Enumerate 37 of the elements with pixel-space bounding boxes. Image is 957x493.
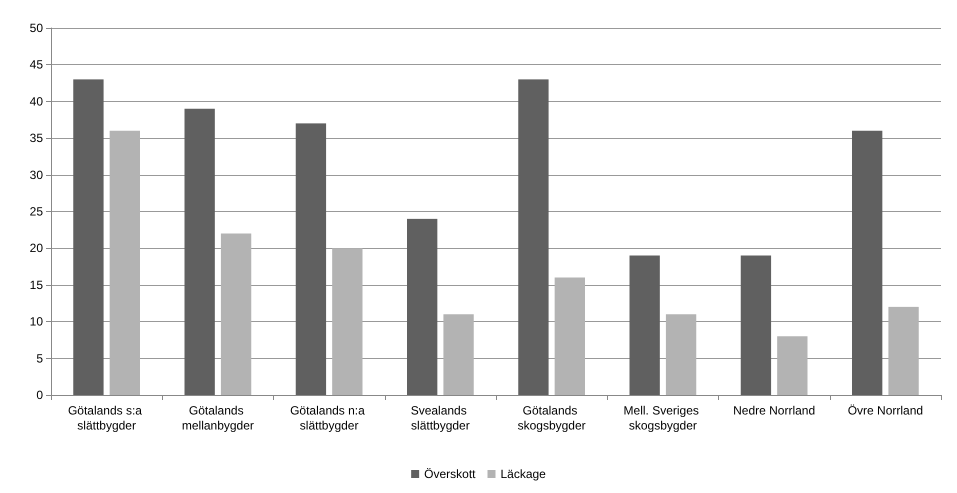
y-tick-label: 20 bbox=[30, 241, 44, 256]
bar bbox=[332, 248, 362, 395]
y-tick-label: 5 bbox=[36, 351, 44, 366]
bar bbox=[73, 79, 104, 395]
bar bbox=[518, 79, 549, 395]
y-tick-label: 30 bbox=[30, 168, 44, 182]
bar bbox=[296, 123, 326, 395]
y-tick-label: 10 bbox=[30, 314, 44, 329]
bar bbox=[443, 314, 474, 395]
x-tick-label: Götalands mellanbygder bbox=[182, 404, 254, 432]
legend-label: Läckage bbox=[500, 467, 546, 481]
x-tick-label: Övre Norrland bbox=[848, 404, 924, 418]
y-tick-label: 25 bbox=[30, 204, 44, 218]
x-tick-label: Mell. Sveriges skogsbygder bbox=[624, 404, 702, 432]
y-tick-label: 35 bbox=[30, 131, 44, 146]
y-tick-label: 0 bbox=[36, 388, 44, 402]
bar bbox=[740, 256, 772, 395]
bar bbox=[852, 130, 882, 395]
bar bbox=[666, 314, 696, 395]
bar bbox=[888, 306, 919, 395]
legend-label: Överskott bbox=[424, 467, 476, 481]
bar bbox=[630, 256, 660, 395]
bar bbox=[554, 278, 585, 395]
y-tick-label: 40 bbox=[30, 94, 44, 108]
x-tick-label: Svealands slättbygder bbox=[410, 404, 470, 432]
bar bbox=[777, 336, 808, 395]
y-tick-label: 15 bbox=[30, 278, 44, 292]
bar bbox=[407, 218, 438, 395]
y-tick-label: 50 bbox=[30, 21, 44, 35]
x-tick-label: Nedre Norrland bbox=[733, 404, 816, 418]
bar bbox=[220, 234, 252, 395]
bar bbox=[184, 108, 215, 395]
bar bbox=[110, 130, 140, 395]
x-tick-label: Götalands s:a slättbygder bbox=[68, 404, 146, 432]
x-tick-label: Götalands skogsbygder bbox=[518, 404, 586, 432]
y-tick-label: 45 bbox=[30, 58, 44, 72]
x-tick-label: Götalands n:a slättbygder bbox=[290, 404, 368, 432]
